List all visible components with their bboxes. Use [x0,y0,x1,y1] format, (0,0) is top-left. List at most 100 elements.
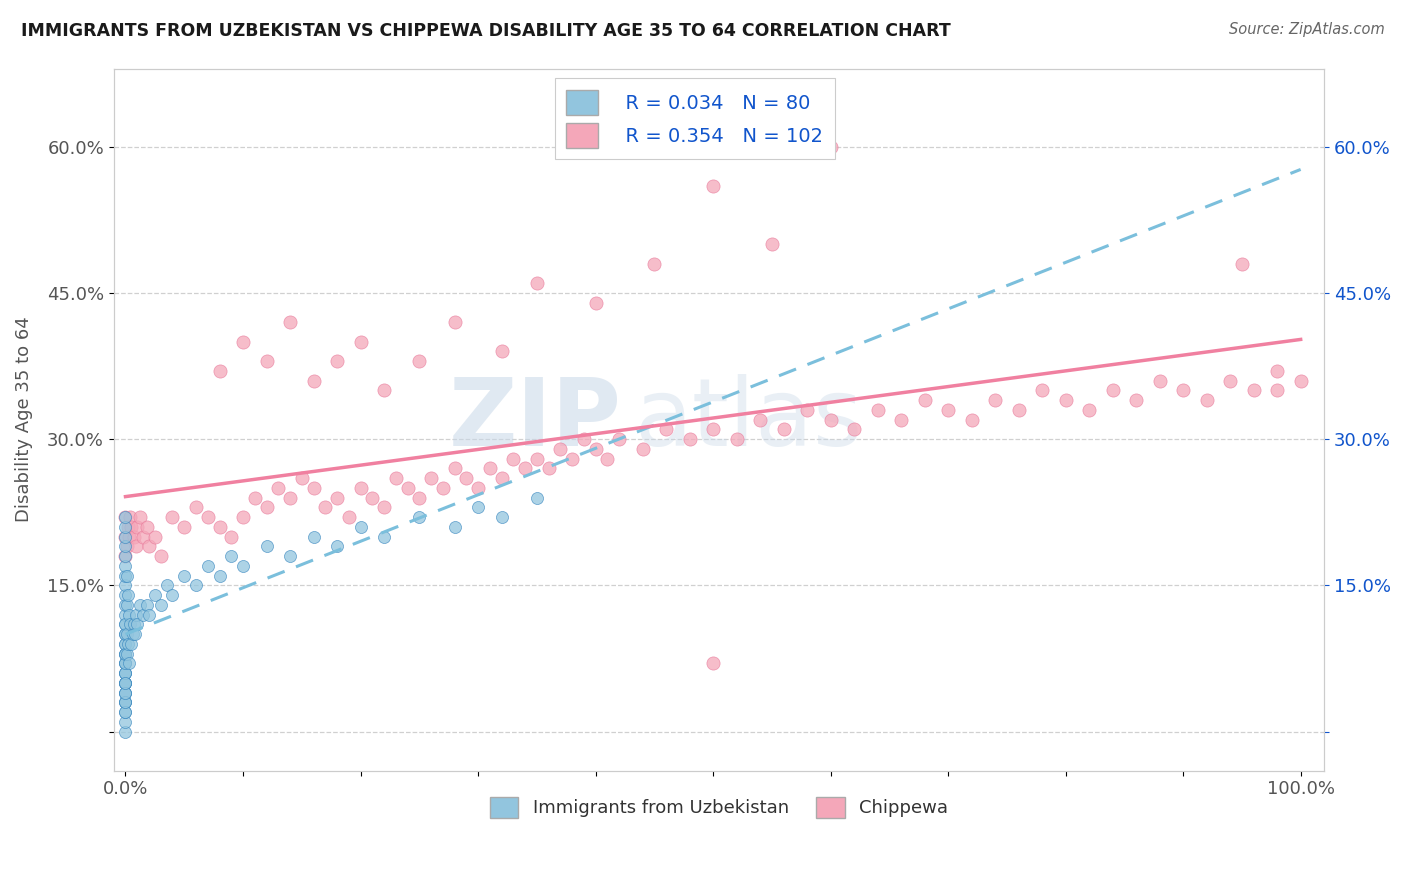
Point [443,315,465,329]
Point [725,432,748,446]
Point [122,617,145,632]
Point [302,374,325,388]
Point [114,549,136,563]
Point [114,607,136,622]
Point [302,481,325,495]
Text: IMMIGRANTS FROM UZBEKISTAN VS CHIPPEWA DISABILITY AGE 35 TO 64 CORRELATION CHART: IMMIGRANTS FROM UZBEKISTAN VS CHIPPEWA D… [21,22,950,40]
Point [361,491,384,505]
Point [114,627,136,641]
Point [420,471,443,485]
Point [118,530,141,544]
Point [1125,393,1147,408]
Point [761,237,783,252]
Point [278,491,301,505]
Point [914,393,936,408]
Point [115,598,138,612]
Point [456,471,478,485]
Point [267,481,290,495]
Point [326,540,349,554]
Point [114,686,136,700]
Point [526,276,548,290]
Point [373,530,395,544]
Point [1054,393,1077,408]
Point [314,500,336,515]
Point [184,578,207,592]
Point [408,510,430,524]
Point [114,510,136,524]
Point [132,607,155,622]
Point [443,461,465,475]
Point [1101,384,1123,398]
Point [373,500,395,515]
Point [114,627,136,641]
Text: Source: ZipAtlas.com: Source: ZipAtlas.com [1229,22,1385,37]
Point [526,491,548,505]
Point [115,540,138,554]
Point [125,607,148,622]
Point [1078,402,1101,417]
Point [208,568,231,582]
Point [120,637,142,651]
Point [128,598,150,612]
Point [443,520,465,534]
Point [149,598,172,612]
Point [114,617,136,632]
Point [135,520,157,534]
Point [572,432,595,446]
Point [197,510,219,524]
Point [432,481,454,495]
Point [749,412,772,426]
Point [772,422,794,436]
Point [114,724,136,739]
Point [143,530,166,544]
Point [121,627,143,641]
Point [219,530,242,544]
Point [114,637,136,651]
Point [114,676,136,690]
Point [115,627,138,641]
Point [337,510,360,524]
Point [1149,374,1171,388]
Point [114,666,136,681]
Point [173,568,195,582]
Point [1289,374,1312,388]
Point [114,530,136,544]
Point [162,510,184,524]
Point [302,530,325,544]
Point [208,364,231,378]
Point [513,461,536,475]
Point [114,686,136,700]
Point [561,451,583,466]
Point [114,714,136,729]
Point [278,549,301,563]
Point [114,568,136,582]
Point [114,666,136,681]
Point [124,627,146,641]
Point [117,588,139,602]
Point [326,354,349,368]
Point [115,647,138,661]
Point [585,295,607,310]
Point [114,676,136,690]
Point [114,588,136,602]
Point [396,481,419,495]
Point [890,412,912,426]
Point [561,139,583,153]
Point [132,530,155,544]
Point [408,354,430,368]
Point [173,520,195,534]
Point [122,530,145,544]
Point [1243,384,1265,398]
Point [118,607,141,622]
Point [1031,384,1053,398]
Point [149,549,172,563]
Point [291,471,314,485]
Point [114,695,136,709]
Point [232,334,254,349]
Point [127,617,149,632]
Point [502,451,524,466]
Point [984,393,1007,408]
Point [1265,364,1288,378]
Point [115,568,138,582]
Point [596,451,619,466]
